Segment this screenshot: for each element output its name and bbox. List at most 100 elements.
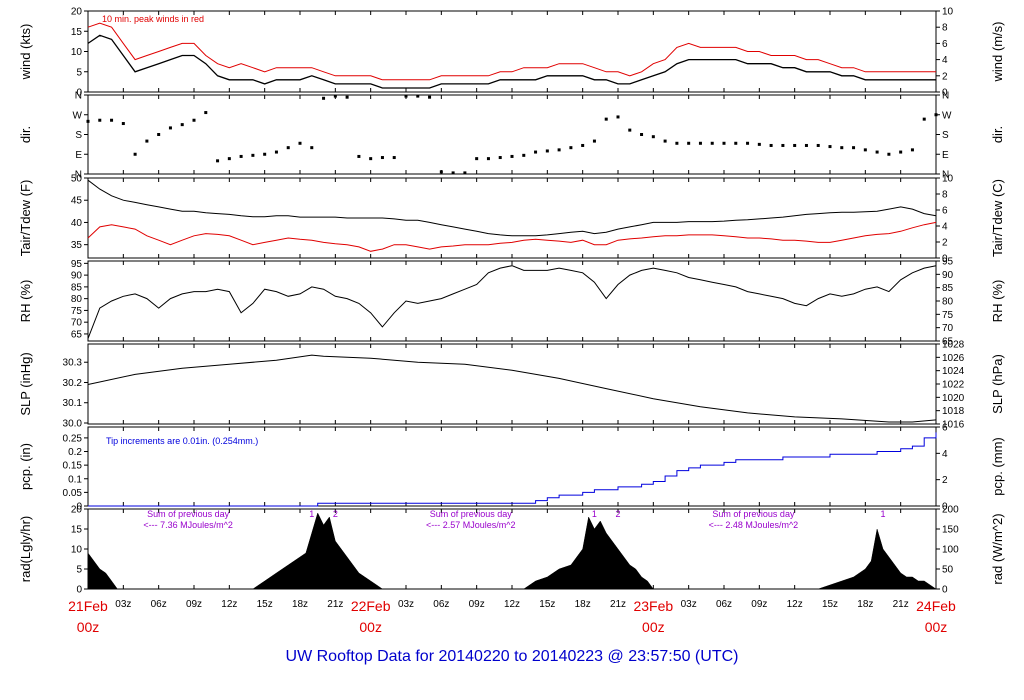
direction-series-wind-direction-point bbox=[687, 141, 691, 145]
radiation-annotation: <--- 2.57 MJoules/m^2 bbox=[426, 520, 516, 530]
direction-series-wind-direction-point bbox=[734, 141, 738, 145]
temperature-ytick-right-label: 8 bbox=[942, 190, 948, 201]
radiation-marker: 1 bbox=[880, 509, 885, 519]
wind-ytick-left-label: 10 bbox=[71, 47, 83, 58]
precipitation-ytick-right-label: 2 bbox=[942, 475, 948, 486]
wind-ylabel-left: wind (kts) bbox=[18, 24, 33, 81]
temperature-frame bbox=[87, 177, 937, 259]
solar-radiation-ytick-right-label: 0 bbox=[942, 585, 948, 596]
direction-series-wind-direction-point bbox=[828, 145, 832, 149]
x-hour-label: 15z bbox=[539, 599, 555, 610]
direction-ytick-left-label: W bbox=[73, 110, 83, 121]
wind-ytick-left-label: 5 bbox=[76, 67, 82, 78]
sea-level-pressure-ytick-right-label: 1020 bbox=[942, 393, 965, 404]
precipitation-ytick-left-label: 0.25 bbox=[63, 433, 83, 444]
x-day-time-label: 00z bbox=[642, 619, 665, 635]
x-hour-label: 15z bbox=[822, 599, 838, 610]
direction-series-wind-direction-point bbox=[534, 150, 538, 154]
sea-level-pressure-ylabel-right: SLP (hPa) bbox=[990, 354, 1005, 414]
sea-level-pressure-ytick-right-label: 1016 bbox=[942, 420, 965, 431]
x-hour-label: 06z bbox=[433, 599, 449, 610]
x-hour-label: 21z bbox=[893, 599, 909, 610]
direction-ytick-left-label: S bbox=[75, 130, 82, 141]
wind-ytick-right-label: 10 bbox=[942, 7, 954, 18]
direction-series-wind-direction-point bbox=[251, 153, 255, 157]
direction-series-wind-direction-point bbox=[180, 123, 184, 127]
direction-series-wind-direction-point bbox=[145, 139, 149, 143]
solar-radiation-ylabel-left: rad(Lgly/hr) bbox=[18, 516, 33, 582]
precipitation-ylabel-left: pcp. (in) bbox=[18, 443, 33, 490]
x-hour-label: 09z bbox=[469, 599, 485, 610]
direction-series-wind-direction-point bbox=[192, 118, 196, 122]
relative-humidity-ytick-right-label: 70 bbox=[942, 323, 954, 334]
solar-radiation-ytick-right-label: 200 bbox=[942, 505, 959, 516]
x-hour-label: 15z bbox=[257, 599, 273, 610]
relative-humidity-ytick-left-label: 65 bbox=[71, 329, 83, 340]
solar-radiation-ylabel-right: rad (W/m^2) bbox=[990, 513, 1005, 584]
radiation-marker: 1 bbox=[309, 509, 314, 519]
direction-series-wind-direction-point bbox=[887, 152, 891, 156]
direction-series-wind-direction-point bbox=[710, 141, 714, 145]
sea-level-pressure-ytick-right-label: 1026 bbox=[942, 353, 965, 364]
radiation-marker: 1 bbox=[592, 509, 597, 519]
direction-series-wind-direction-point bbox=[663, 139, 667, 143]
direction-ylabel-right: dir. bbox=[990, 126, 1005, 143]
direction-series-wind-direction-point bbox=[581, 143, 585, 147]
relative-humidity-ytick-right-label: 85 bbox=[942, 283, 954, 294]
direction-series-wind-direction-point bbox=[345, 95, 349, 99]
sea-level-pressure-series-SLP bbox=[87, 354, 937, 423]
precipitation-ytick-left-label: 0.15 bbox=[63, 461, 83, 472]
direction-series-wind-direction-point bbox=[298, 141, 302, 145]
sea-level-pressure-ylabel-left: SLP (inHg) bbox=[18, 352, 33, 415]
solar-radiation-ytick-left-label: 5 bbox=[76, 565, 82, 576]
sea-level-pressure-ytick-right-label: 1022 bbox=[942, 380, 965, 391]
footer-title: UW Rooftop Data for 20140220 to 20140223… bbox=[285, 648, 739, 665]
direction-series-wind-direction-point bbox=[863, 148, 867, 152]
precipitation-ytick-right-label: 0 bbox=[942, 502, 948, 513]
sea-level-pressure-frame bbox=[87, 343, 937, 425]
direction-series-wind-direction-point bbox=[616, 115, 620, 119]
direction-series-wind-direction-point bbox=[239, 154, 243, 158]
direction-series-wind-direction-point bbox=[333, 94, 337, 98]
direction-series-wind-direction-point bbox=[757, 142, 761, 146]
direction-ytick-right-label: W bbox=[942, 110, 952, 121]
x-hour-label: 03z bbox=[115, 599, 131, 610]
direction-series-wind-direction-point bbox=[522, 153, 526, 157]
direction-series-wind-direction-point bbox=[322, 96, 326, 100]
direction-series-wind-direction-point bbox=[98, 118, 102, 122]
direction-series-wind-direction-point bbox=[263, 152, 267, 156]
direction-series-wind-direction-point bbox=[910, 148, 914, 152]
solar-radiation-ytick-right-label: 100 bbox=[942, 545, 959, 556]
direction-series-wind-direction-point bbox=[168, 126, 172, 130]
direction-series-wind-direction-point bbox=[369, 157, 373, 161]
x-day-time-label: 00z bbox=[77, 619, 100, 635]
direction-series-wind-direction-point bbox=[475, 157, 479, 161]
temperature-ytick-right-label: 0 bbox=[942, 254, 948, 265]
sea-level-pressure-ytick-left-label: 30.1 bbox=[63, 398, 83, 409]
radiation-annotation: Sum of previous day bbox=[712, 509, 795, 519]
relative-humidity-ytick-left-label: 85 bbox=[71, 282, 83, 293]
direction-series-wind-direction-point bbox=[793, 143, 797, 147]
temperature-ytick-right-label: 6 bbox=[942, 206, 948, 217]
direction-ytick-right-label: S bbox=[942, 130, 949, 141]
direction-series-wind-direction-point bbox=[121, 122, 125, 126]
temperature-ylabel-right: Tair/Tdew (C) bbox=[990, 179, 1005, 257]
x-day-time-label: 00z bbox=[925, 619, 948, 635]
direction-series-wind-direction-point bbox=[698, 141, 702, 145]
direction-series-wind-direction-point bbox=[875, 150, 879, 154]
direction-series-wind-direction-point bbox=[722, 141, 726, 145]
solar-radiation-ytick-left-label: 15 bbox=[71, 525, 83, 536]
sea-level-pressure-ytick-right-label: 1024 bbox=[942, 366, 965, 377]
temperature-ytick-right-label: 10 bbox=[942, 174, 954, 185]
temperature-series-Tdew bbox=[87, 221, 937, 252]
direction-series-wind-direction-point bbox=[922, 117, 926, 121]
relative-humidity-ytick-right-label: 80 bbox=[942, 297, 954, 308]
wind-ytick-left-label: 15 bbox=[71, 27, 83, 38]
direction-series-wind-direction-point bbox=[769, 143, 773, 147]
radiation-marker: 2 bbox=[333, 509, 338, 519]
direction-series-wind-direction-point bbox=[439, 170, 443, 174]
direction-series-wind-direction-point bbox=[604, 117, 608, 121]
direction-series-wind-direction-point bbox=[357, 154, 361, 158]
temperature-ytick-left-label: 40 bbox=[71, 218, 83, 229]
